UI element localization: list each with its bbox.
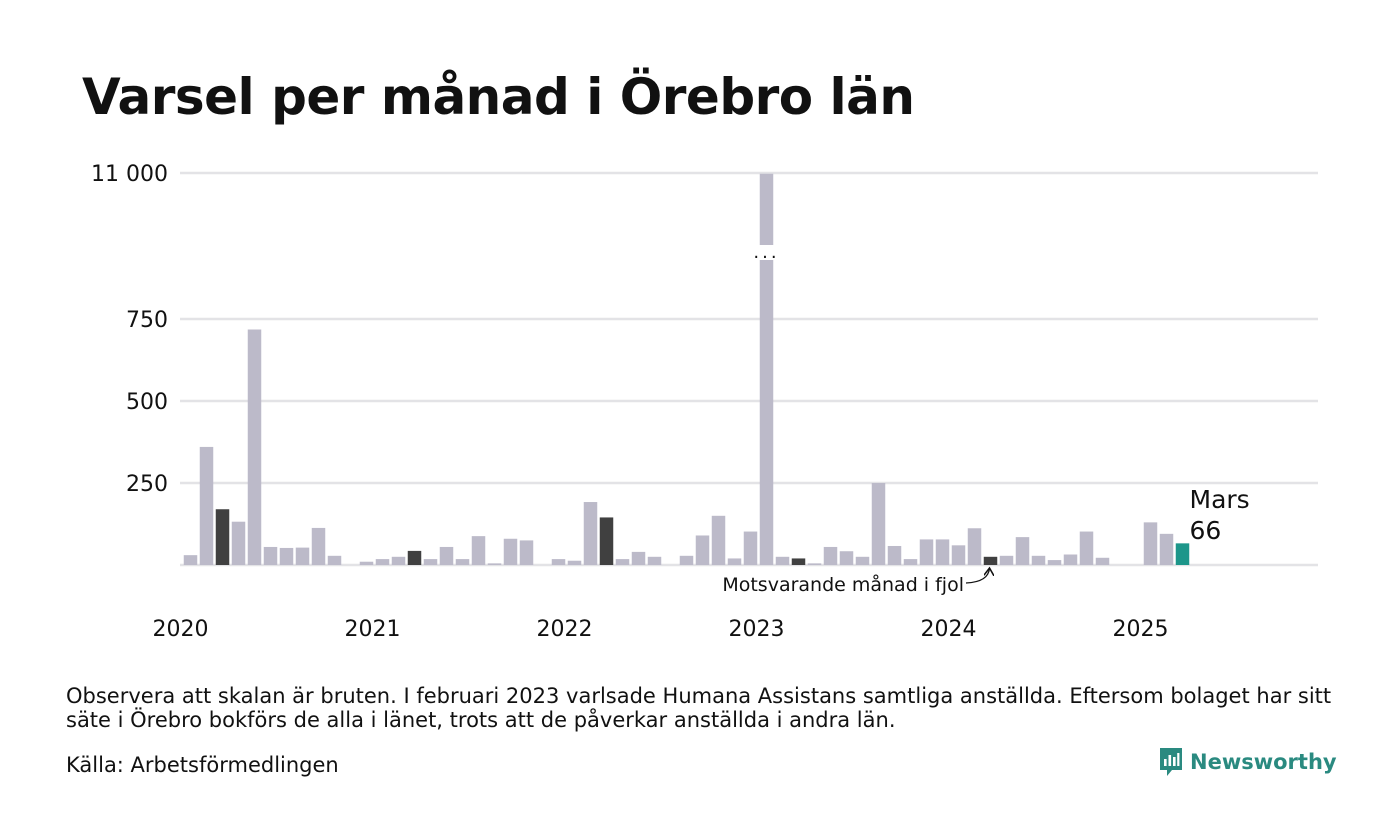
bar — [967, 528, 982, 565]
bar — [1095, 557, 1110, 565]
x-axis-labels: 2020 2021 2022 2023 2024 2025 — [153, 617, 1169, 642]
x-tick-label: 2020 — [153, 617, 209, 642]
bar — [743, 531, 758, 565]
bar — [391, 556, 406, 565]
bar — [439, 546, 454, 565]
bar — [615, 559, 630, 565]
bar — [231, 521, 246, 565]
bar — [183, 555, 198, 565]
bar — [327, 555, 342, 565]
bar — [935, 539, 950, 565]
y-axis-labels: 11 000 750 500 250 — [91, 162, 168, 497]
bar — [871, 483, 886, 565]
bar — [679, 555, 694, 565]
bar — [631, 551, 646, 565]
bar — [551, 559, 566, 565]
bar — [407, 550, 422, 565]
logo-text: Newsworthy — [1190, 750, 1337, 774]
bar — [1159, 533, 1174, 565]
bar — [279, 547, 294, 565]
axis-break-marker: ... — [753, 242, 779, 263]
bar — [263, 546, 278, 565]
x-tick-label: 2024 — [921, 617, 977, 642]
newsworthy-logo: Newsworthy — [1158, 746, 1337, 778]
bar — [487, 563, 502, 565]
bar — [983, 556, 998, 565]
bar — [247, 329, 262, 565]
bar — [503, 538, 518, 565]
bars: ... — [183, 173, 1190, 565]
bar — [727, 558, 742, 565]
bar — [919, 539, 934, 565]
bar — [311, 527, 326, 565]
last-year-annotation: Motsvarande månad i fjol — [722, 573, 964, 596]
y-tick-label: 500 — [126, 390, 168, 415]
bar — [951, 545, 966, 565]
x-tick-label: 2023 — [729, 617, 785, 642]
chart-title: Varsel per månad i Örebro län — [82, 68, 915, 126]
bar — [1063, 554, 1078, 565]
bar — [839, 551, 854, 565]
bar — [887, 545, 902, 565]
bar — [1047, 560, 1062, 565]
bar — [583, 502, 598, 565]
current-month-value: 66 — [1190, 516, 1222, 545]
bar — [999, 555, 1014, 565]
bar — [855, 556, 870, 565]
current-month-label: Mars — [1190, 485, 1250, 514]
x-tick-label: 2022 — [537, 617, 593, 642]
axis-break-gap — [744, 245, 789, 260]
bar-chart: ... 11 000 750 500 250 2020 2021 2022 2023 2024… — [91, 162, 1318, 642]
bar — [455, 559, 470, 565]
gridlines — [180, 171, 1318, 567]
bar — [471, 536, 486, 565]
x-tick-label: 2021 — [345, 617, 401, 642]
y-tick-label: 11 000 — [91, 162, 168, 187]
bar — [1079, 531, 1094, 565]
annotation-arrow — [965, 568, 990, 584]
bar — [647, 556, 662, 565]
bar — [711, 515, 726, 565]
bar — [215, 509, 230, 565]
bar — [1175, 543, 1190, 565]
bar — [199, 446, 214, 565]
bar — [295, 547, 310, 565]
bar — [1143, 522, 1158, 565]
footnote: Observera att skalan är bruten. I februa… — [66, 684, 1332, 732]
newsworthy-chart-icon — [1160, 748, 1182, 776]
bar — [599, 517, 614, 565]
bar — [1031, 555, 1046, 565]
bar — [519, 540, 534, 565]
bar — [375, 559, 390, 565]
bar — [695, 535, 710, 565]
bar — [903, 559, 918, 565]
bar — [823, 546, 838, 565]
bar — [791, 558, 806, 565]
bar — [775, 556, 790, 565]
bar — [567, 560, 582, 565]
bar — [359, 561, 374, 565]
y-tick-label: 750 — [126, 308, 168, 333]
y-tick-label: 250 — [126, 472, 168, 497]
bar — [807, 563, 822, 565]
source-text: Källa: Arbetsförmedlingen — [66, 753, 339, 777]
bar — [1015, 537, 1030, 565]
bar — [759, 173, 774, 565]
bar — [423, 559, 438, 565]
x-tick-label: 2025 — [1113, 617, 1169, 642]
